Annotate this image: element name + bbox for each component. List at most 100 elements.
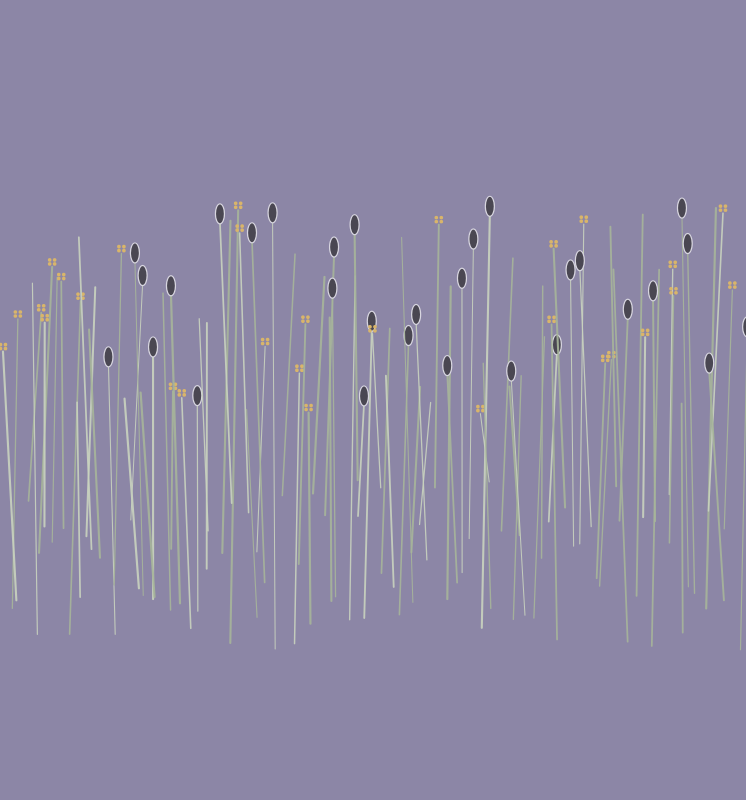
grass-stem [251,239,266,584]
grass-stem [68,300,82,635]
grass-stem [328,316,333,602]
grass-stem [739,360,746,651]
seed-head [456,267,468,289]
flower-bud [645,332,650,337]
flower-bud [549,244,553,248]
flower-bud [36,307,41,312]
grass-stem [668,294,675,544]
grass-stem [363,328,373,619]
flower-bud [728,281,732,285]
grass-stem [139,391,156,599]
flower-bud [47,258,52,262]
seed-head [647,280,659,302]
seed-head [622,298,633,320]
seed-head [192,385,203,407]
seed-head [246,222,258,244]
grass-stem [51,276,58,543]
flower-bud [235,228,239,232]
seed-head [137,264,148,287]
grass-stem [198,318,209,532]
flower-bud [260,337,265,342]
flower-bud [240,224,244,228]
flower-bud [549,240,553,244]
flower-bud [728,285,732,289]
flower-bud [233,205,238,210]
seed-head [129,242,141,264]
grass-stem [687,250,696,594]
grass-stem [510,378,526,616]
grass-stem [107,364,116,635]
flower-bud [45,317,50,322]
flower-bud [640,332,645,337]
flower-bud [13,310,18,314]
seed-head [676,197,688,219]
seed-head [565,259,576,281]
grass-stem [162,292,172,611]
flower-bud [605,358,610,363]
flower-bud [476,404,480,409]
grass-stem [384,374,395,588]
flower-bud [168,382,173,387]
flower-bud [434,215,439,220]
seed-head [742,316,746,338]
seed-head [147,336,159,358]
grass-stem [196,403,199,612]
grass-stem [579,223,585,545]
seed-head [574,250,585,272]
flower-bud [600,354,605,359]
grass-stem [570,277,575,547]
flower-bud [584,215,589,219]
flower-bud [669,286,673,291]
flower-bud [373,328,377,333]
flower-bud [368,324,372,329]
grass-stem [668,268,674,496]
flower-bud [733,285,737,289]
grass-stem [60,280,65,530]
flower-bud [669,290,673,295]
flower-bud [122,248,126,253]
grass-stem [77,236,93,551]
grass-stem [418,401,432,526]
grass-stem [650,268,661,647]
flower-bud [547,315,551,320]
grass-stem [598,358,613,587]
grass-stem [293,372,301,645]
flower-bud [439,219,444,224]
flower-bud [640,328,645,333]
flower-bud [552,319,556,324]
grass-stem [642,336,647,519]
flower-bud [295,368,299,373]
grass-stem [446,372,459,584]
flower-bud [18,314,23,318]
grass-stem [398,342,410,616]
flower-bud [300,368,304,373]
flower-bud [81,292,85,296]
flower-bud [579,215,584,219]
flower-bud [723,208,728,212]
grass-stem [681,215,689,588]
flower-bud [600,358,605,363]
flower-bud [36,303,41,308]
grass-stem [618,316,629,522]
grass-stem [707,212,724,512]
grass-stem [348,275,356,621]
flower-bud [368,328,372,333]
grass-stem [76,401,82,598]
flower-bud [61,272,66,277]
flower-bud [434,219,439,224]
flower-bud [177,389,182,393]
grass-stem [723,289,733,530]
flower-bud [373,324,377,329]
grass-stem [170,390,174,550]
flower-bud [674,286,678,291]
flower-bud [673,264,678,269]
flower-bud [40,313,45,318]
grass-stem [238,232,250,514]
grass-stem [331,295,337,598]
flower-bud [238,205,243,210]
flower-bud [481,404,485,409]
seed-head [506,360,517,382]
flower-bud [61,276,66,281]
flower-bud [182,393,187,397]
grass-stem [1,350,18,602]
